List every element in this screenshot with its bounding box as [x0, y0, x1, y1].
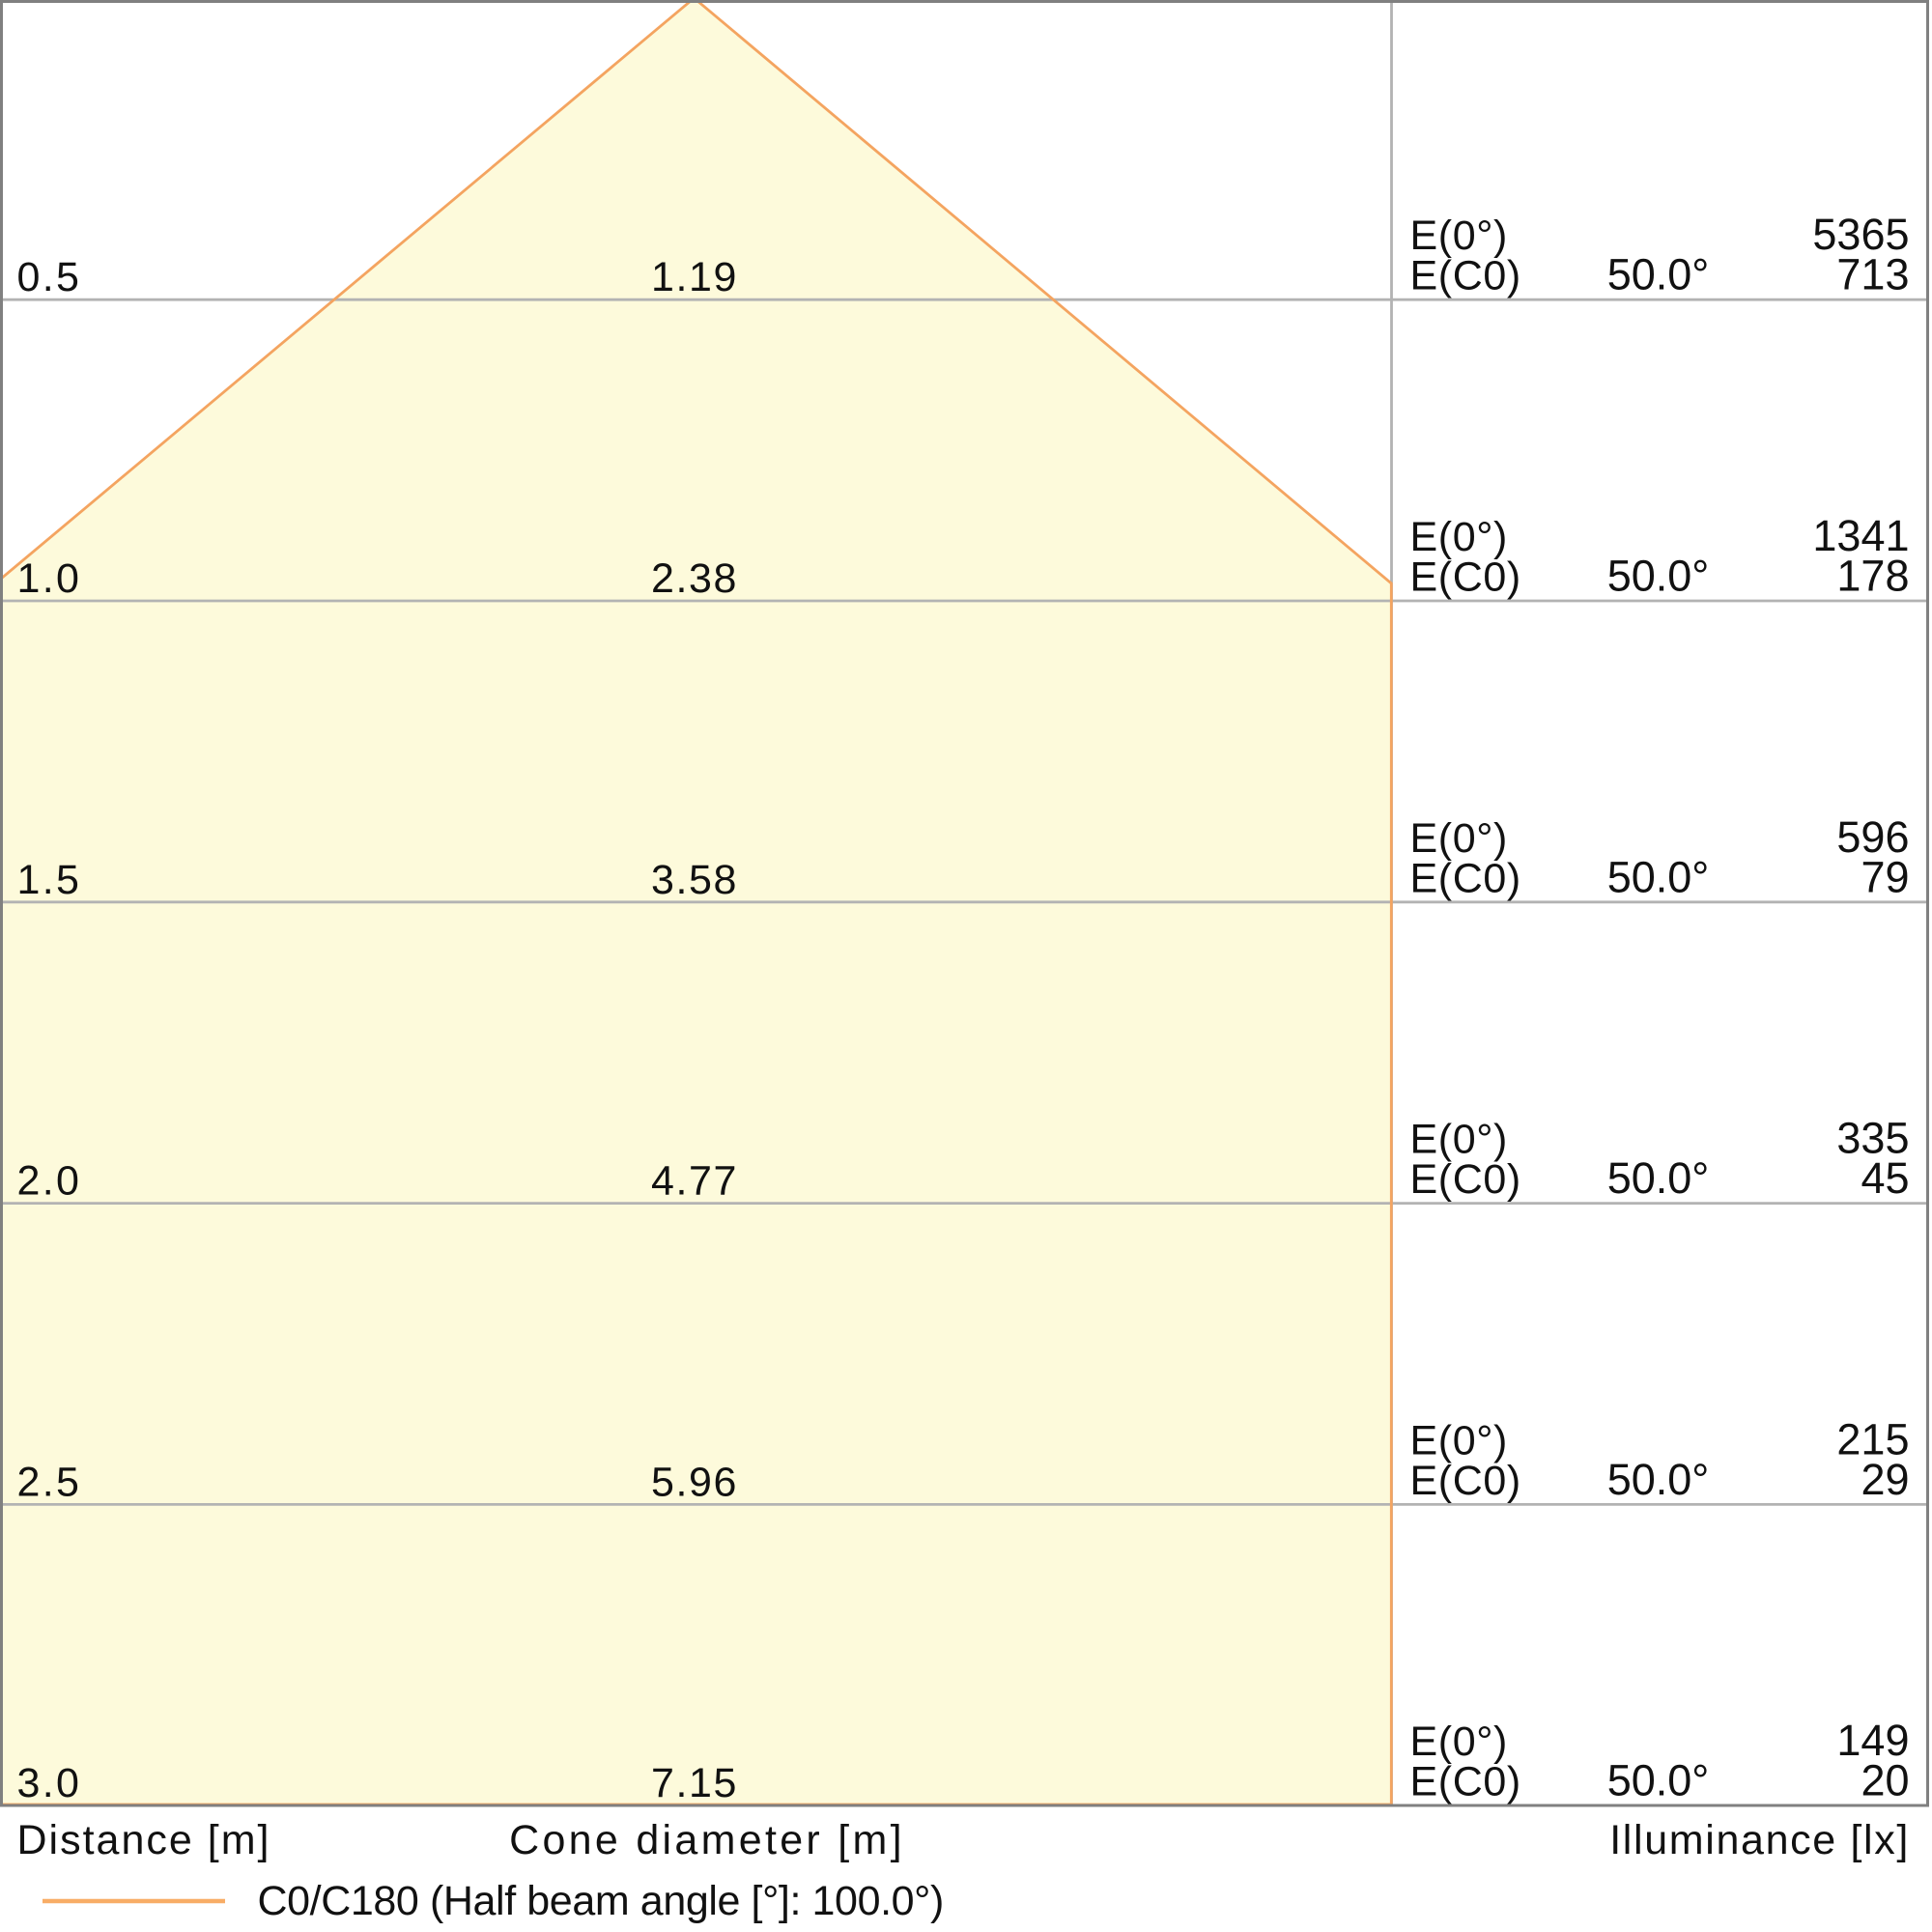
svg-text:50.0°: 50.0°: [1607, 1756, 1710, 1805]
svg-text:4.77: 4.77: [651, 1158, 738, 1205]
svg-text:149: 149: [1836, 1716, 1909, 1765]
svg-text:E(C0): E(C0): [1410, 1156, 1521, 1203]
svg-text:3.58: 3.58: [651, 857, 738, 903]
svg-text:1341: 1341: [1812, 511, 1909, 560]
svg-text:1.19: 1.19: [651, 254, 738, 300]
svg-text:2.0: 2.0: [17, 1158, 82, 1205]
svg-text:Cone diameter [m]: Cone diameter [m]: [509, 1817, 905, 1863]
svg-text:50.0°: 50.0°: [1607, 852, 1710, 901]
svg-text:E(C0): E(C0): [1410, 253, 1521, 299]
svg-text:50.0°: 50.0°: [1607, 552, 1710, 601]
svg-text:E(C0): E(C0): [1410, 855, 1521, 901]
svg-text:E(C0): E(C0): [1410, 554, 1521, 601]
svg-text:C0/C180 (Half beam angle [°]:: C0/C180 (Half beam angle [°]: 100.0°): [258, 1878, 944, 1924]
svg-text:29: 29: [1861, 1455, 1909, 1504]
svg-text:E(0°): E(0°): [1410, 213, 1508, 259]
svg-text:Illuminance [lx]: Illuminance [lx]: [1609, 1817, 1910, 1863]
svg-text:E(0°): E(0°): [1410, 1117, 1508, 1163]
svg-text:215: 215: [1836, 1414, 1909, 1463]
svg-text:7.15: 7.15: [651, 1760, 738, 1806]
svg-text:178: 178: [1836, 552, 1909, 601]
svg-text:50.0°: 50.0°: [1607, 250, 1710, 299]
svg-text:Distance [m]: Distance [m]: [17, 1817, 271, 1863]
svg-text:1.0: 1.0: [17, 555, 82, 602]
svg-text:20: 20: [1861, 1756, 1909, 1805]
svg-text:45: 45: [1861, 1153, 1909, 1203]
svg-text:E(0°): E(0°): [1410, 815, 1508, 862]
svg-text:E(0°): E(0°): [1410, 1719, 1508, 1765]
svg-text:5365: 5365: [1812, 210, 1909, 259]
svg-text:3.0: 3.0: [17, 1760, 82, 1806]
svg-text:50.0°: 50.0°: [1607, 1455, 1710, 1504]
svg-text:335: 335: [1836, 1114, 1909, 1163]
svg-text:E(0°): E(0°): [1410, 1417, 1508, 1463]
svg-text:596: 596: [1836, 812, 1909, 862]
svg-text:50.0°: 50.0°: [1607, 1153, 1710, 1203]
svg-text:E(0°): E(0°): [1410, 514, 1508, 560]
svg-text:2.38: 2.38: [651, 555, 738, 602]
svg-text:2.5: 2.5: [17, 1459, 82, 1505]
svg-text:0.5: 0.5: [17, 254, 82, 300]
svg-text:713: 713: [1836, 250, 1909, 299]
svg-text:E(C0): E(C0): [1410, 1759, 1521, 1805]
svg-text:5.96: 5.96: [651, 1459, 738, 1505]
svg-text:E(C0): E(C0): [1410, 1458, 1521, 1504]
svg-text:79: 79: [1861, 852, 1909, 901]
svg-text:1.5: 1.5: [17, 857, 82, 903]
